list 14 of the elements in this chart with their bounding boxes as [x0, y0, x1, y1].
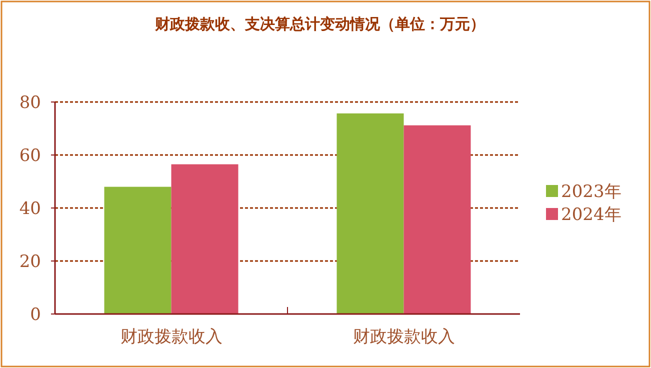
y-tick-label: 60 — [19, 146, 41, 166]
x-tick-label: 财政拨款收入 — [120, 327, 222, 347]
y-tick-label: 80 — [19, 93, 41, 113]
chart-title: 财政拨款收、支决算总计变动情况（单位：万元） — [154, 15, 485, 33]
legend-label: 2023年 — [561, 182, 622, 202]
bar — [404, 125, 471, 314]
x-tick-label: 财政拨款收入 — [352, 327, 455, 347]
y-tick-label: 0 — [30, 305, 41, 325]
legend-label: 2024年 — [561, 205, 622, 225]
bar — [171, 164, 238, 314]
y-tick-label: 40 — [19, 199, 41, 219]
bar — [104, 186, 172, 314]
y-tick-label: 20 — [19, 252, 41, 272]
bar — [336, 113, 404, 314]
